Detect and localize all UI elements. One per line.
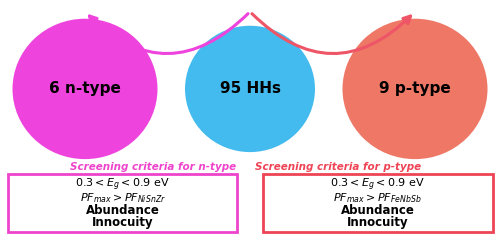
Text: $\mathit{PF}_{max} > \mathit{PF}_{FeNbSb}$: $\mathit{PF}_{max} > \mathit{PF}_{FeNbSb… — [333, 191, 422, 205]
Text: 6 n-type: 6 n-type — [49, 81, 121, 96]
Text: Innocuity: Innocuity — [92, 216, 154, 229]
Text: 9 p-type: 9 p-type — [379, 81, 451, 96]
Text: $0.3 < E_g < 0.9$ eV: $0.3 < E_g < 0.9$ eV — [330, 177, 425, 193]
Text: $0.3 < E_g < 0.9$ eV: $0.3 < E_g < 0.9$ eV — [75, 177, 170, 193]
Text: $\mathit{PF}_{max} > \mathit{PF}_{NiSnZr}$: $\mathit{PF}_{max} > \mathit{PF}_{NiSnZr… — [80, 191, 166, 205]
Text: Screening criteria for n-type: Screening criteria for n-type — [70, 162, 236, 172]
Bar — [262, 174, 492, 232]
Text: Abundance: Abundance — [86, 204, 160, 217]
Text: Screening criteria for p-type: Screening criteria for p-type — [255, 162, 421, 172]
Text: Abundance: Abundance — [340, 204, 414, 217]
Text: Innocuity: Innocuity — [346, 216, 408, 229]
Ellipse shape — [12, 19, 158, 159]
Ellipse shape — [342, 19, 488, 159]
FancyArrowPatch shape — [252, 14, 410, 54]
Ellipse shape — [185, 26, 315, 152]
FancyArrowPatch shape — [90, 14, 248, 54]
Bar — [8, 174, 237, 232]
Text: 95 HHs: 95 HHs — [220, 81, 280, 96]
